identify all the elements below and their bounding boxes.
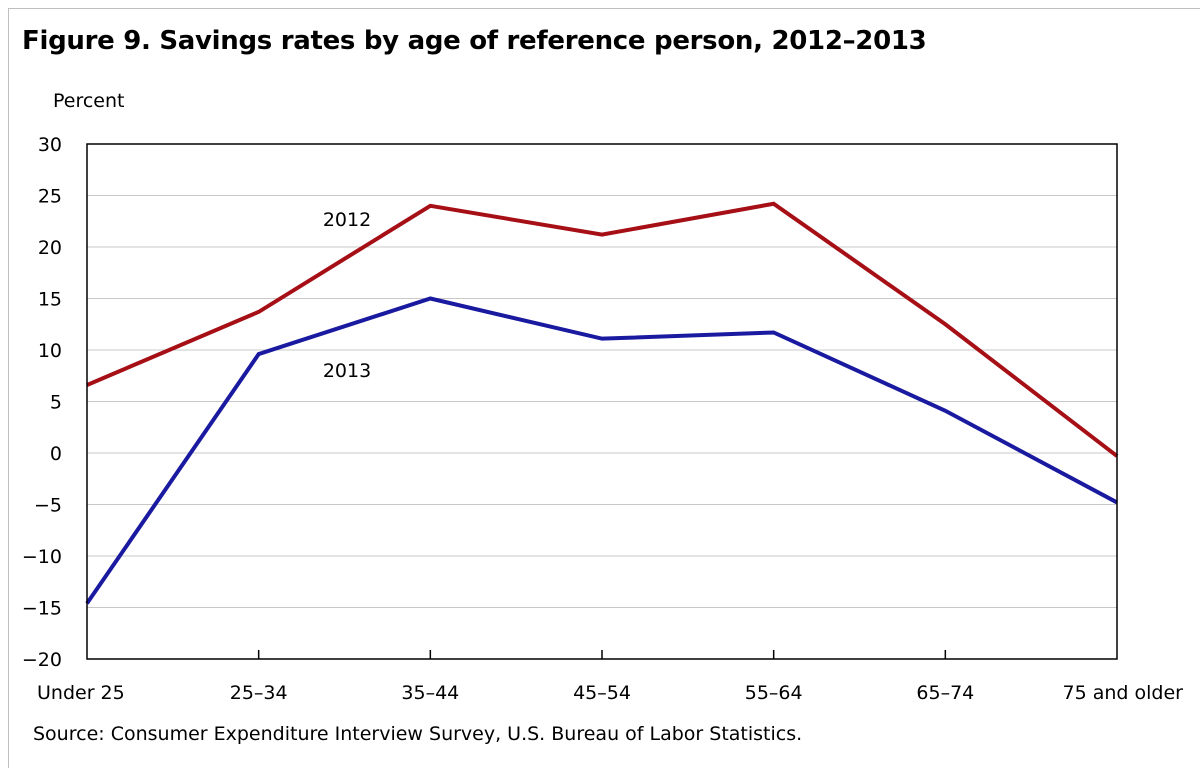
y-tick-label: 15 — [38, 289, 62, 311]
y-tick-label: 30 — [38, 134, 62, 156]
y-tick-label: 0 — [50, 443, 62, 465]
y-tick-label: −20 — [22, 649, 62, 671]
y-tick-label: 20 — [38, 237, 62, 259]
y-tick-label: −15 — [22, 598, 62, 620]
x-tick-label: 35–44 — [401, 682, 459, 704]
y-tick-label: 5 — [50, 392, 62, 414]
series-label-2012: 2012 — [323, 209, 371, 231]
series-line-2013 — [87, 299, 1117, 604]
series-lines — [87, 204, 1117, 604]
x-tick-labels: Under 25 25–34 35–44 45–54 55–64 65–74 75 and … — [37, 650, 1183, 704]
y-tick-label: 25 — [38, 186, 62, 208]
source-note: Source: Consumer Expenditure Interview S… — [33, 723, 802, 745]
y-tick-label: −5 — [34, 495, 62, 517]
y-tick-labels: 30 25 20 15 10 5 0 −5 −10 −15 −20 — [22, 134, 62, 671]
x-tick-label: 65–74 — [916, 682, 974, 704]
series-label-2013: 2013 — [323, 360, 371, 382]
x-tick-label: 25–34 — [230, 682, 288, 704]
x-tick-label: 45–54 — [573, 682, 631, 704]
y-tick-label: −10 — [22, 546, 62, 568]
x-tick-label: 75 and older — [1063, 682, 1184, 704]
series-labels: 2012 2013 — [323, 209, 371, 382]
x-tick-label: 55–64 — [745, 682, 803, 704]
y-tick-label: 10 — [38, 340, 62, 362]
x-tick-label: Under 25 — [37, 682, 125, 704]
gridlines — [87, 196, 1117, 608]
